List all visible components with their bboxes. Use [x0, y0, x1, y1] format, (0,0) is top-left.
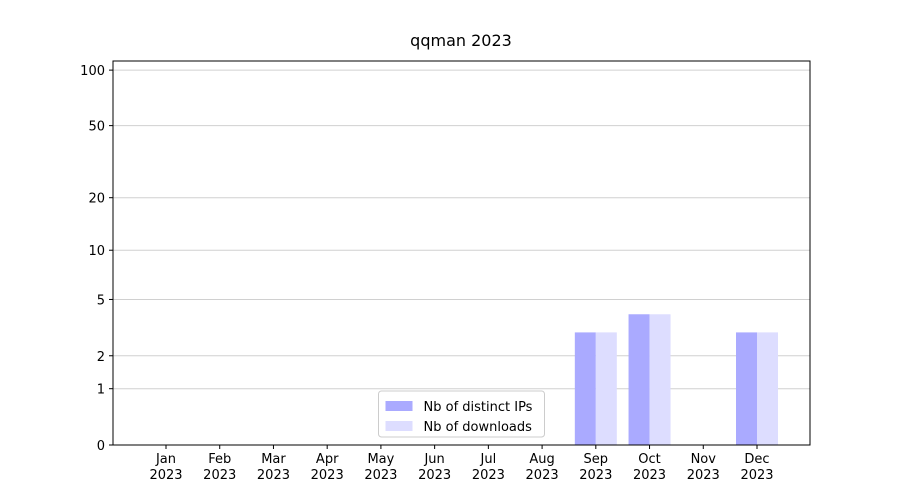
legend: Nb of distinct IPs Nb of downloads [378, 390, 545, 438]
x-tick-label: Sep 2023 [579, 452, 613, 483]
x-tick-label: Aug 2023 [525, 452, 559, 483]
legend-label: Nb of distinct IPs [424, 400, 533, 415]
y-tick-label: 5 [97, 293, 105, 308]
bar [757, 332, 778, 445]
x-tick-label: Feb 2023 [203, 452, 237, 483]
y-tick-label: 50 [88, 120, 105, 135]
y-tick-label: 10 [88, 244, 105, 259]
x-tick-label: Apr 2023 [310, 452, 344, 483]
legend-label: Nb of downloads [424, 420, 533, 435]
legend-box [378, 390, 545, 438]
x-tick-label: May 2023 [364, 452, 398, 483]
y-tick-label: 0 [97, 439, 105, 454]
bar [649, 314, 671, 445]
x-tick-label: Jan 2023 [149, 452, 183, 483]
y-tick-label: 1 [97, 383, 105, 398]
y-tick-label: 20 [88, 192, 105, 207]
bar [736, 332, 757, 445]
y-tick-label: 2 [97, 350, 105, 365]
x-tick-label: Oct 2023 [632, 452, 667, 483]
bar [595, 332, 617, 445]
chart-title: qqman 2023 [410, 31, 512, 50]
legend-swatch [385, 421, 413, 431]
x-tick-label: Nov 2023 [686, 452, 720, 483]
legend-swatch [385, 401, 413, 411]
y-tick-label: 100 [80, 64, 105, 79]
x-tick-label: Dec 2023 [740, 452, 774, 483]
bar [628, 314, 650, 445]
plot-frame [112, 60, 811, 446]
x-tick-label: Jul 2023 [471, 452, 505, 483]
bar [574, 332, 596, 445]
x-tick-label: Mar 2023 [256, 452, 290, 483]
x-tick-label: Jun 2023 [418, 452, 452, 483]
